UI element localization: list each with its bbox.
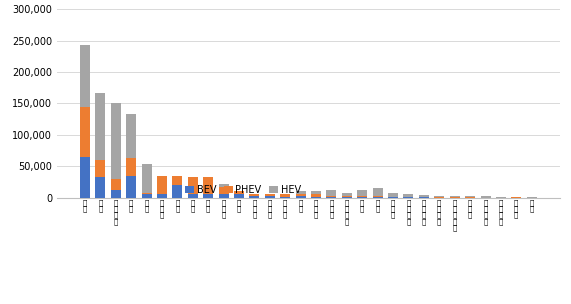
Bar [250,196,259,198]
Bar [511,197,521,198]
Bar [126,158,136,176]
Bar [280,197,290,198]
Bar [95,93,106,160]
Bar [296,195,305,196]
Bar [280,194,290,197]
Bar [172,176,182,185]
Bar [157,195,167,198]
Bar [342,193,352,196]
Bar [465,197,475,198]
Bar [357,190,367,196]
Bar [496,197,506,198]
Bar [111,179,121,190]
Bar [111,190,121,198]
Bar [373,188,383,196]
Bar [95,177,106,198]
Bar [142,195,151,198]
Bar [188,177,198,195]
Bar [404,194,413,197]
Bar [234,191,244,195]
Bar [296,191,305,195]
Bar [327,196,336,197]
Bar [126,176,136,198]
Bar [157,176,167,195]
Bar [435,197,444,198]
Bar [219,195,228,198]
Bar [265,196,275,198]
Bar [450,196,460,197]
Bar [80,106,90,157]
Bar [219,184,228,187]
Bar [388,197,398,198]
Bar [203,195,213,198]
Bar [419,197,429,198]
Legend: BEV, PHEV, HEV: BEV, PHEV, HEV [185,185,301,195]
Bar [373,197,383,198]
Bar [373,196,383,197]
Bar [342,197,352,198]
Bar [388,193,398,197]
Bar [296,196,305,198]
Bar [188,195,198,198]
Bar [203,178,213,195]
Bar [95,160,106,177]
Bar [327,190,336,196]
Bar [250,194,259,196]
Bar [357,197,367,198]
Bar [419,195,429,197]
Bar [265,195,275,196]
Bar [481,196,490,198]
Bar [404,197,413,198]
Bar [311,191,321,195]
Bar [219,187,228,195]
Bar [234,195,244,198]
Bar [357,196,367,197]
Bar [172,185,182,198]
Bar [327,197,336,198]
Bar [311,197,321,198]
Bar [450,197,460,198]
Bar [142,192,151,195]
Bar [80,45,90,106]
Bar [465,196,475,197]
Bar [142,164,151,192]
Bar [342,196,352,197]
Bar [80,157,90,198]
Bar [111,103,121,179]
Bar [435,196,444,197]
Bar [311,195,321,197]
Bar [526,197,537,198]
Bar [126,114,136,158]
